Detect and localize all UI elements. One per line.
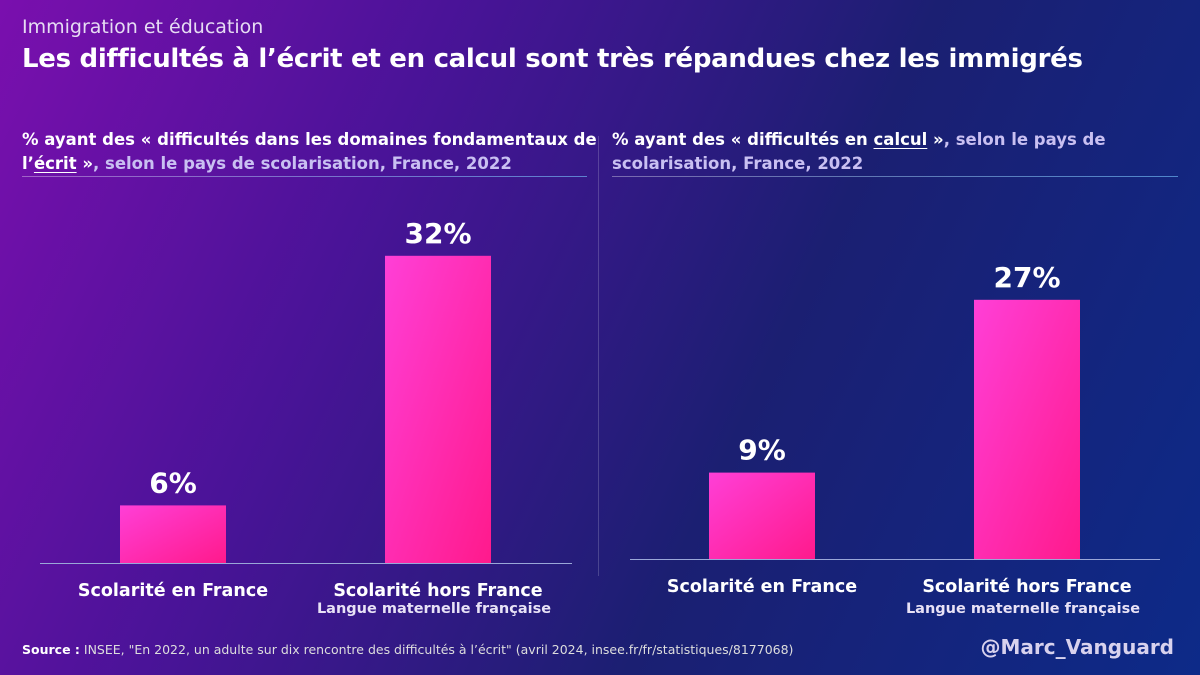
chart-right-title-c: , selon le pays de scolarisation, France… [612,130,1106,173]
kicker: Immigration et éducation [22,16,264,38]
bar-right-2 [974,299,1080,559]
bar-left-1 [120,505,226,563]
value-label-left-1: 6% [149,466,197,499]
category-sublabel-left-2: Langue maternelle française [317,601,551,617]
category-label-right-2: Scolarité hors France [922,577,1131,597]
chart-right-title-a: % ayant des « difficultés en [612,130,874,149]
bar-right-1 [709,472,815,559]
chart-right-title: % ayant des « difficultés en calcul », s… [612,128,1182,176]
bar-left-2 [385,255,491,564]
chart-left-title-c: , selon le pays de scolarisation, France… [93,154,512,173]
chart-right-title-rule [612,176,1178,177]
chart-left-title: % ayant des « difficultés dans les domai… [22,128,597,176]
chart-left-title-rule [22,176,587,177]
chart-left-title-a: % ayant des « difficultés dans les domai… [22,130,597,173]
chart-left-title-b: » [76,154,93,173]
value-label-left-2: 32% [404,217,471,250]
category-label-right-1: Scolarité en France [667,577,857,597]
category-label-left-2: Scolarité hors France [333,581,542,601]
chart-left: 6% Scolarité en France 32% Scolarité hors F… [40,217,572,617]
source-label: Source : [22,642,80,657]
page-title: Les difficultés à l’écrit et en calcul s… [22,44,1083,74]
chart-right: 9% Scolarité en France 27% Scolarité hors F… [630,261,1160,617]
value-label-right-1: 9% [738,434,786,467]
chart-right-title-keyword: calcul [873,130,928,149]
chart-right-title-b: » [927,130,944,149]
author-handle: @Marc_Vanguard [980,635,1174,659]
category-sublabel-right-2: Langue maternelle française [906,601,1140,617]
panel-divider [598,136,599,576]
category-label-left-1: Scolarité en France [78,581,268,601]
value-label-right-2: 27% [993,261,1060,294]
chart-left-title-keyword: écrit [33,154,77,173]
source-note: Source : INSEE, "En 2022, un adulte sur … [22,642,793,657]
source-text: INSEE, "En 2022, un adulte sur dix renco… [79,642,794,657]
